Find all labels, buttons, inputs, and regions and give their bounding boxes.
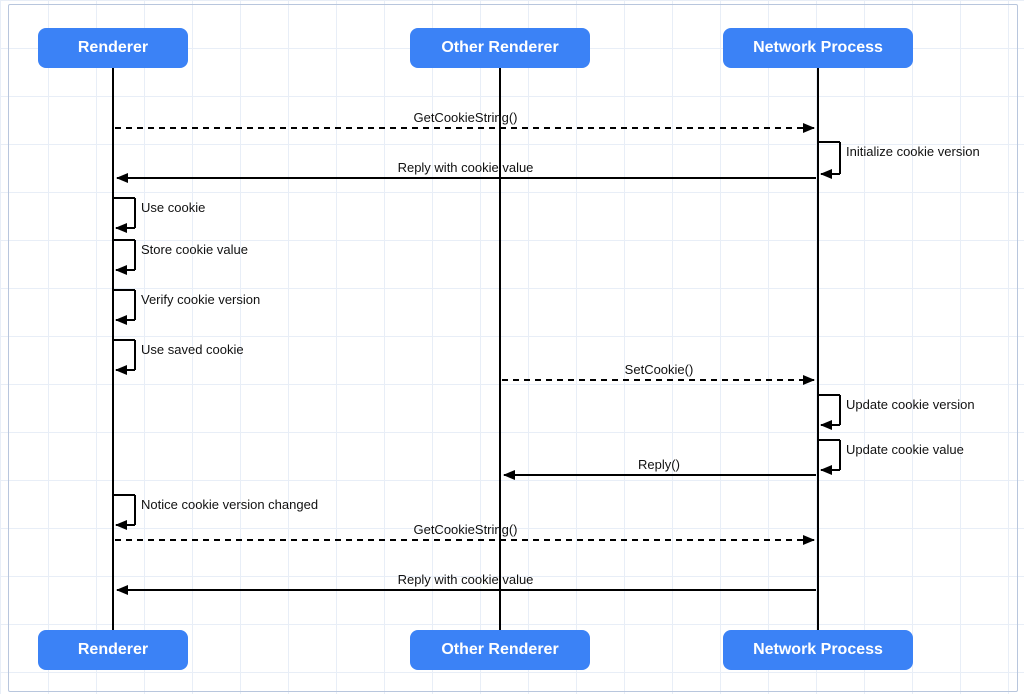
- message-label: Reply with cookie value: [398, 160, 534, 175]
- message-label: GetCookieString(): [413, 522, 517, 537]
- message-label: Use saved cookie: [141, 342, 244, 357]
- message-label: SetCookie(): [625, 362, 694, 377]
- message-label: GetCookieString(): [413, 110, 517, 125]
- message-label: Notice cookie version changed: [141, 497, 318, 512]
- message-label: Store cookie value: [141, 242, 248, 257]
- message-label: Update cookie version: [846, 397, 975, 412]
- message-label: Initialize cookie version: [846, 144, 980, 159]
- message-label: Verify cookie version: [141, 292, 260, 307]
- message-label: Use cookie: [141, 200, 205, 215]
- message-label: Update cookie value: [846, 442, 964, 457]
- message-label: Reply with cookie value: [398, 572, 534, 587]
- message-label: Reply(): [638, 457, 680, 472]
